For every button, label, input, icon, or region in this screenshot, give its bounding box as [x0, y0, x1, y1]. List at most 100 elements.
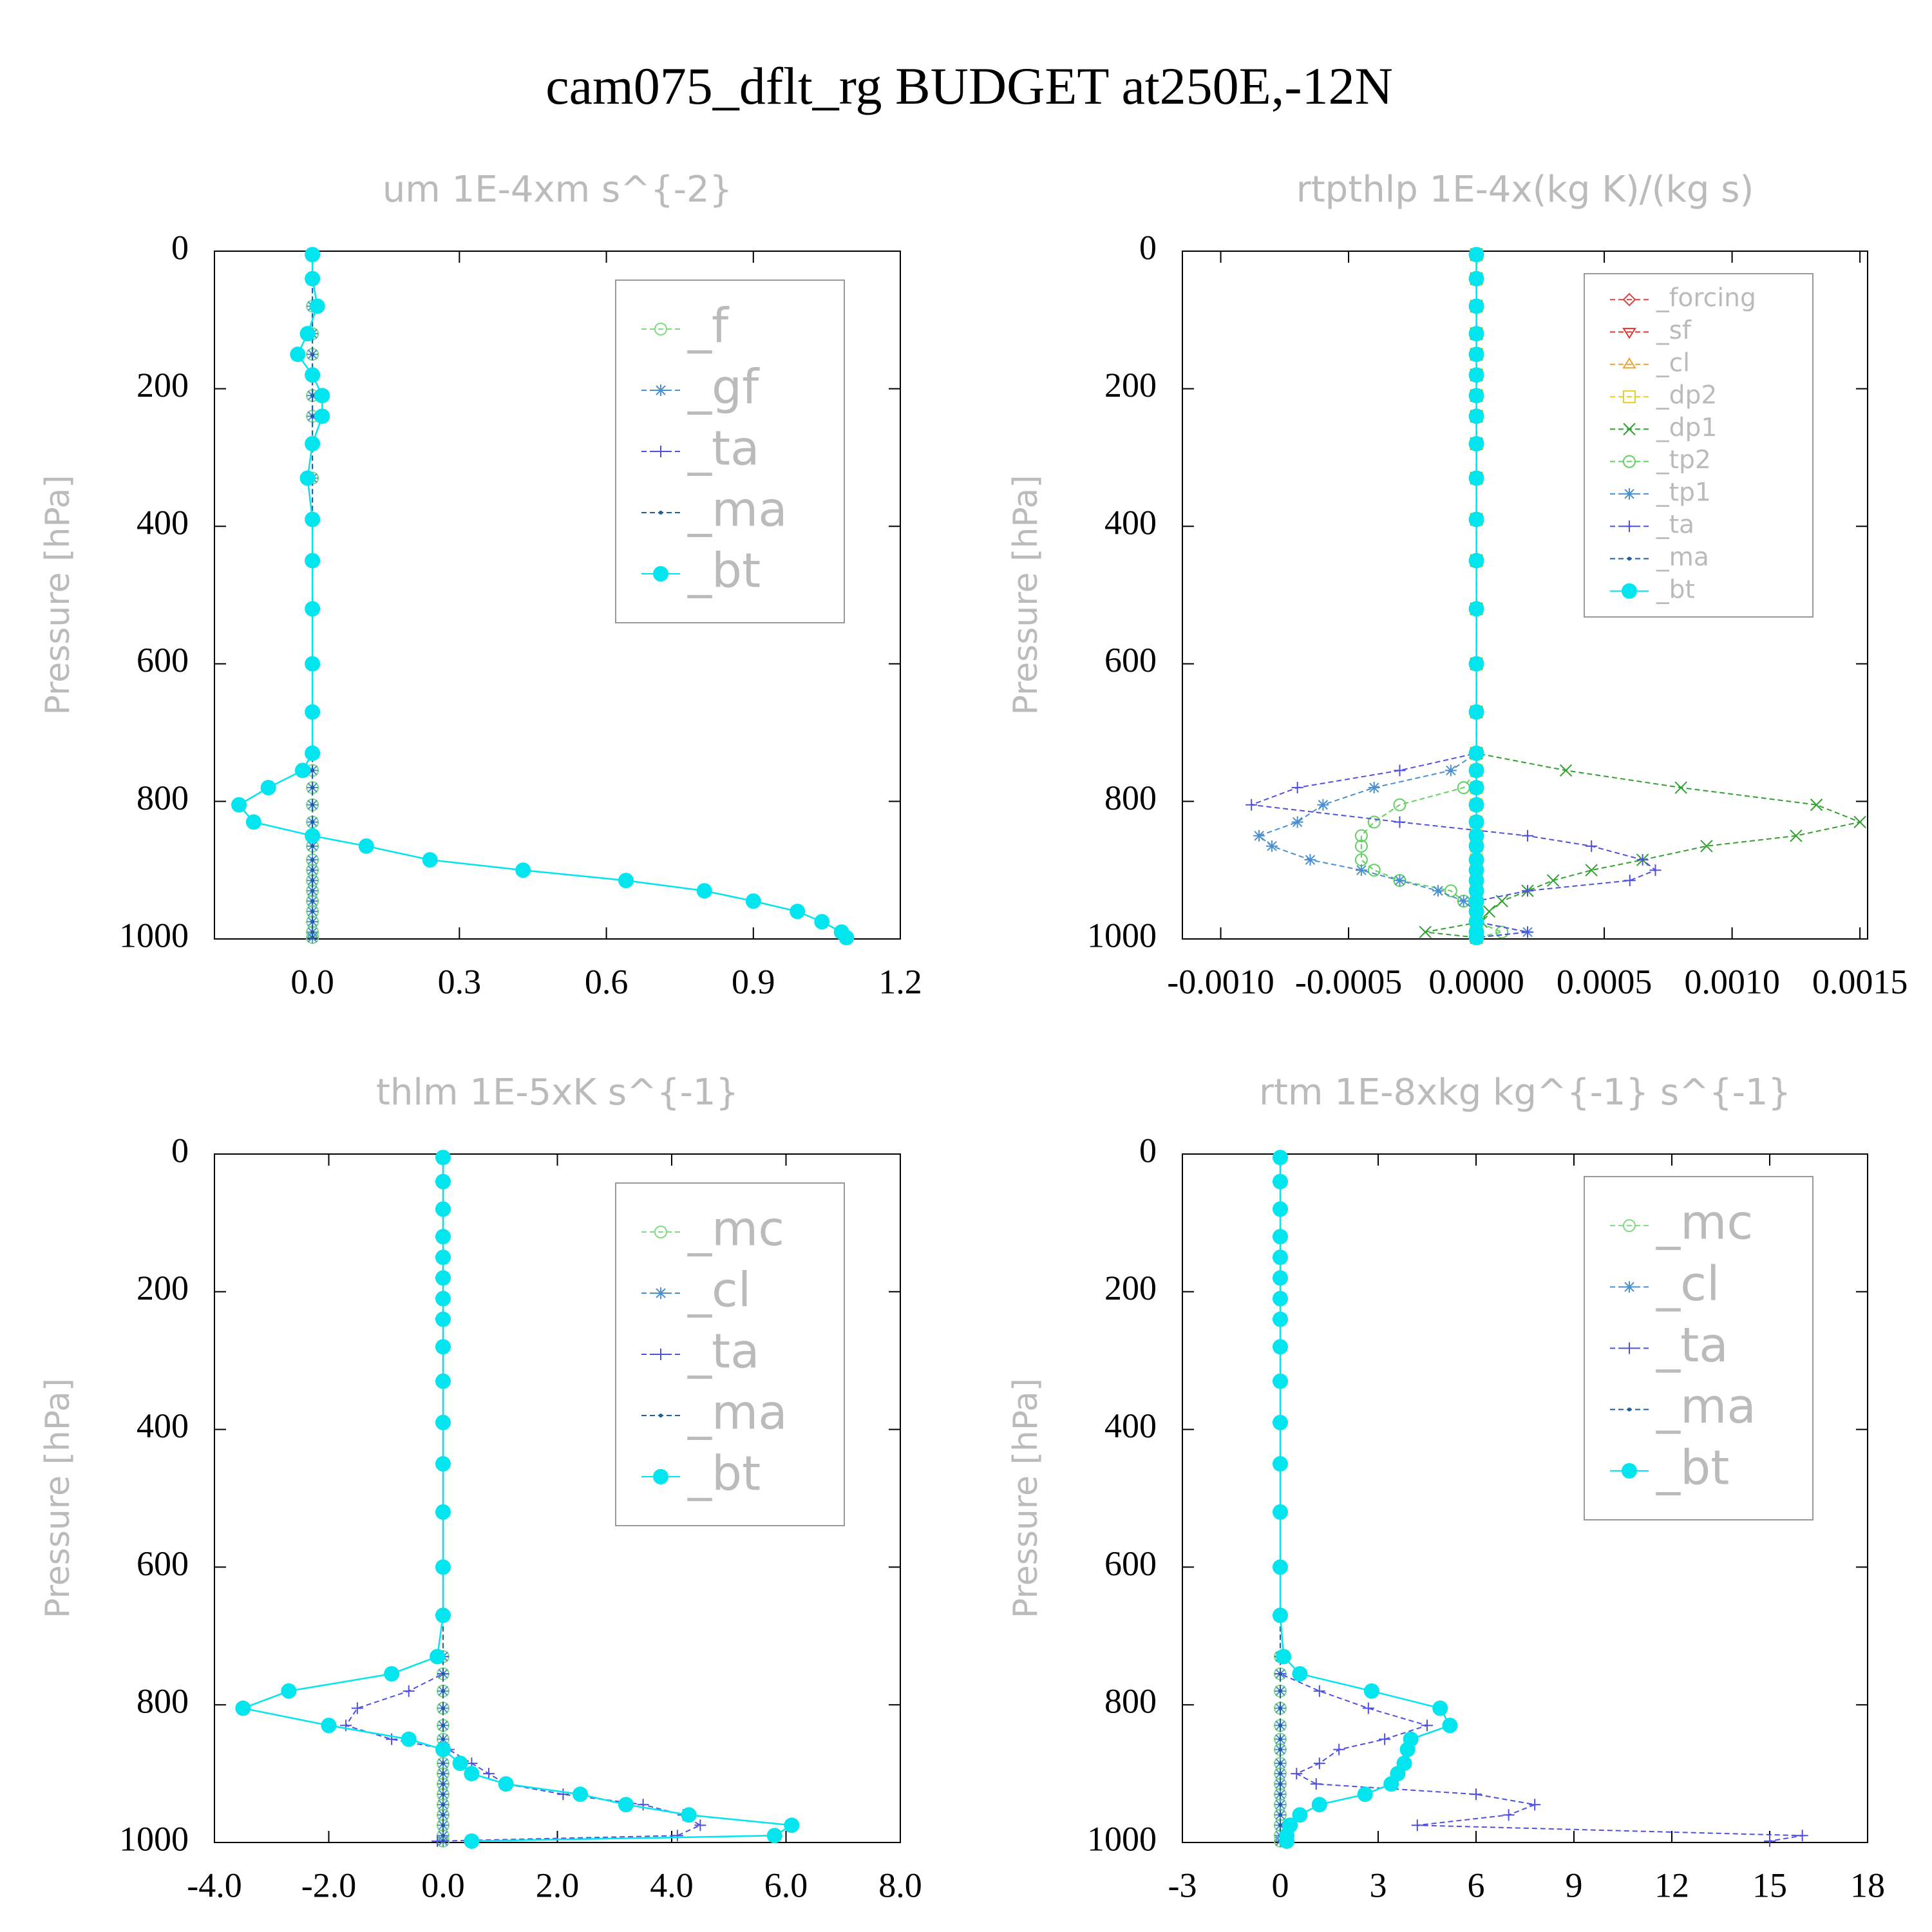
panel: thlm 1E-5xK s^{-1} Pressure [hPa] -4.0 -2.0… — [39, 1072, 922, 1904]
marker — [1468, 838, 1484, 854]
marker — [1700, 840, 1713, 853]
x-tick-label: 15 — [1752, 1866, 1787, 1904]
plot-frame — [1182, 1153, 1868, 1843]
marker — [314, 388, 330, 404]
y-tick-label: 0 — [171, 228, 189, 267]
marker — [1362, 1702, 1374, 1714]
legend-marker — [1624, 1342, 1635, 1354]
marker — [1796, 1830, 1808, 1842]
x-tick-label: 0 — [1272, 1866, 1289, 1904]
marker — [1273, 1173, 1288, 1189]
marker — [452, 1756, 468, 1772]
marker — [573, 1786, 588, 1803]
marker — [1311, 1797, 1327, 1813]
marker — [245, 814, 261, 830]
marker — [305, 247, 321, 263]
marker — [838, 929, 855, 945]
marker — [1649, 864, 1662, 876]
marker — [1394, 764, 1406, 777]
marker — [1383, 1776, 1399, 1792]
legend-marker — [1622, 292, 1636, 307]
x-tick-label: 0.0 — [421, 1866, 465, 1904]
marker — [694, 1819, 706, 1832]
marker — [1363, 1683, 1379, 1699]
marker — [1790, 829, 1803, 842]
marker — [1278, 1823, 1282, 1828]
marker — [1468, 814, 1484, 830]
legend-label: _ma — [687, 482, 788, 538]
legend-marker — [1623, 422, 1636, 436]
legend-marker — [655, 446, 667, 457]
marker — [310, 935, 315, 940]
marker — [1468, 470, 1484, 486]
marker — [1399, 1741, 1416, 1757]
marker — [358, 838, 374, 854]
panel: rtm 1E-8xkg kg^{-1} s^{-1} Pressure [hPa]… — [1007, 1072, 1885, 1904]
marker — [1368, 782, 1380, 794]
marker — [441, 1672, 445, 1676]
marker — [1273, 1270, 1288, 1286]
marker — [1432, 1700, 1448, 1716]
marker — [766, 1828, 782, 1844]
marker — [1482, 905, 1496, 918]
marker — [305, 436, 321, 452]
marker — [1468, 511, 1484, 527]
panel-title: rtm 1E-8xkg kg^{-1} s^{-1} — [1259, 1072, 1791, 1113]
legend-label: _forcing — [1656, 284, 1756, 313]
marker — [435, 1414, 451, 1430]
marker — [441, 1772, 445, 1776]
marker — [441, 1792, 445, 1797]
marker — [1273, 1249, 1288, 1265]
marker — [441, 1689, 445, 1693]
marker — [1521, 829, 1533, 842]
marker — [784, 1817, 800, 1833]
marker — [1468, 298, 1484, 314]
y-tick-label: 200 — [137, 366, 189, 404]
marker — [299, 326, 316, 342]
marker — [483, 1768, 495, 1780]
marker — [321, 1718, 337, 1734]
marker — [1273, 1291, 1288, 1307]
x-tick-label: 2.0 — [536, 1866, 580, 1904]
y-axis-label: Pressure [hPa] — [1007, 1378, 1045, 1618]
marker — [618, 1797, 634, 1813]
marker — [1636, 854, 1649, 866]
marker — [557, 1788, 569, 1801]
marker — [1273, 1311, 1288, 1327]
marker — [790, 904, 806, 920]
legend-label: _ta — [687, 421, 760, 477]
marker — [1495, 925, 1509, 939]
marker — [441, 1737, 445, 1741]
legend-marker — [653, 566, 668, 582]
marker — [1273, 1456, 1288, 1472]
y-tick-label: 400 — [1104, 504, 1157, 542]
marker — [1278, 1747, 1282, 1752]
marker — [1273, 1504, 1288, 1520]
legend-marker — [1622, 1463, 1637, 1479]
marker — [384, 1666, 400, 1682]
marker — [305, 828, 321, 844]
marker — [1310, 1778, 1322, 1790]
x-tick-label: 0.0015 — [1812, 962, 1908, 1001]
marker — [1674, 781, 1687, 794]
marker — [441, 1782, 445, 1786]
marker — [299, 470, 316, 486]
y-axis-label: Pressure [hPa] — [39, 475, 77, 715]
legend-label: _ta — [687, 1324, 760, 1379]
plot-frame — [214, 251, 901, 940]
marker — [1546, 874, 1560, 887]
legend-label: _cl — [687, 1263, 751, 1318]
marker — [1278, 1723, 1282, 1728]
x-tick-label: -0.0005 — [1295, 962, 1402, 1001]
marker — [1273, 1150, 1288, 1166]
panel-title: thlm 1E-5xK s^{-1} — [376, 1072, 739, 1113]
marker — [1421, 1719, 1433, 1732]
marker — [351, 1702, 363, 1714]
marker — [1292, 1666, 1308, 1682]
marker — [310, 352, 315, 357]
marker — [441, 1813, 445, 1817]
marker — [1468, 553, 1484, 569]
marker — [1468, 656, 1484, 672]
y-tick-label: 1000 — [119, 1819, 189, 1858]
x-tick-label: 0.6 — [585, 962, 629, 1001]
